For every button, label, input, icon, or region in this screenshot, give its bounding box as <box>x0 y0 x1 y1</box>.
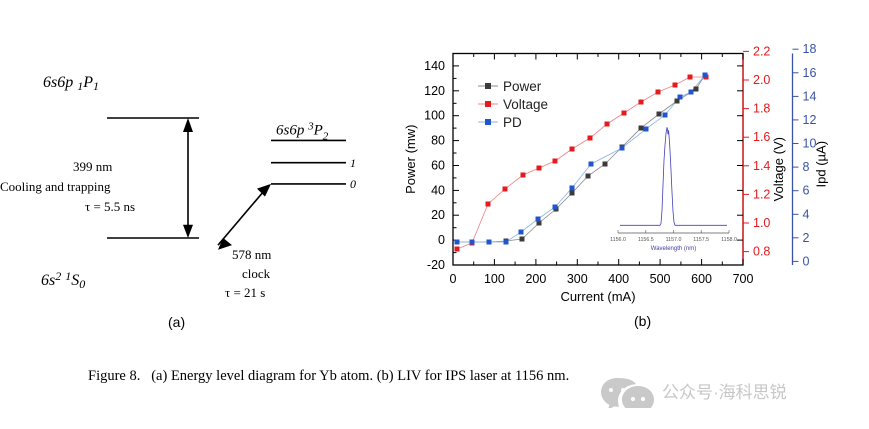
svg-text:0.8: 0.8 <box>753 245 770 259</box>
svg-text:120: 120 <box>424 84 445 98</box>
svg-text:1.4: 1.4 <box>753 159 770 173</box>
svg-text:Ipd (µA): Ipd (µA) <box>814 141 829 188</box>
svg-text:16: 16 <box>803 66 817 80</box>
svg-text:500: 500 <box>650 272 671 286</box>
svg-text:0: 0 <box>438 233 445 247</box>
svg-text:1.0: 1.0 <box>753 216 770 230</box>
svg-text:Power (mw): Power (mw) <box>403 125 418 194</box>
svg-text:300: 300 <box>567 272 588 286</box>
svg-text:Voltage (V): Voltage (V) <box>771 137 786 201</box>
svg-text:1.8: 1.8 <box>753 102 770 116</box>
svg-text:200: 200 <box>525 272 546 286</box>
svg-text:14: 14 <box>803 89 817 103</box>
svg-text:2: 2 <box>803 231 810 245</box>
svg-text:1158.0: 1158.0 <box>721 237 737 243</box>
svg-text:1.6: 1.6 <box>753 130 770 144</box>
svg-text:6: 6 <box>803 184 810 198</box>
svg-text:80: 80 <box>431 134 445 148</box>
svg-text:Power: Power <box>503 79 542 94</box>
svg-text:-20: -20 <box>427 258 445 272</box>
svg-text:Wavelength (nm): Wavelength (nm) <box>651 246 696 252</box>
svg-text:18: 18 <box>803 42 817 56</box>
svg-text:0: 0 <box>450 272 457 286</box>
svg-text:40: 40 <box>431 183 445 197</box>
svg-text:4: 4 <box>803 207 810 221</box>
svg-text:PD: PD <box>503 115 522 130</box>
svg-text:1157.5: 1157.5 <box>693 237 709 243</box>
svg-text:(b): (b) <box>634 313 651 329</box>
svg-text:1156.0: 1156.0 <box>610 237 626 243</box>
svg-text:Current (mA): Current (mA) <box>560 289 635 304</box>
svg-text:1157.0: 1157.0 <box>666 237 682 243</box>
svg-text:1.2: 1.2 <box>753 187 770 201</box>
svg-text:700: 700 <box>733 272 754 286</box>
svg-text:Voltage: Voltage <box>503 97 548 112</box>
svg-text:公众号·海科思锐: 公众号·海科思锐 <box>662 383 787 402</box>
svg-text:400: 400 <box>608 272 629 286</box>
svg-text:1156.5: 1156.5 <box>638 237 654 243</box>
svg-text:12: 12 <box>803 113 817 127</box>
svg-text:100: 100 <box>424 109 445 123</box>
svg-text:20: 20 <box>431 208 445 222</box>
svg-text:2.0: 2.0 <box>753 73 770 87</box>
svg-text:100: 100 <box>484 272 505 286</box>
svg-text:0: 0 <box>803 254 810 268</box>
svg-text:600: 600 <box>691 272 712 286</box>
svg-text:140: 140 <box>424 59 445 73</box>
svg-text:8: 8 <box>803 160 810 174</box>
svg-text:60: 60 <box>431 159 445 173</box>
svg-text:2.2: 2.2 <box>753 44 770 58</box>
